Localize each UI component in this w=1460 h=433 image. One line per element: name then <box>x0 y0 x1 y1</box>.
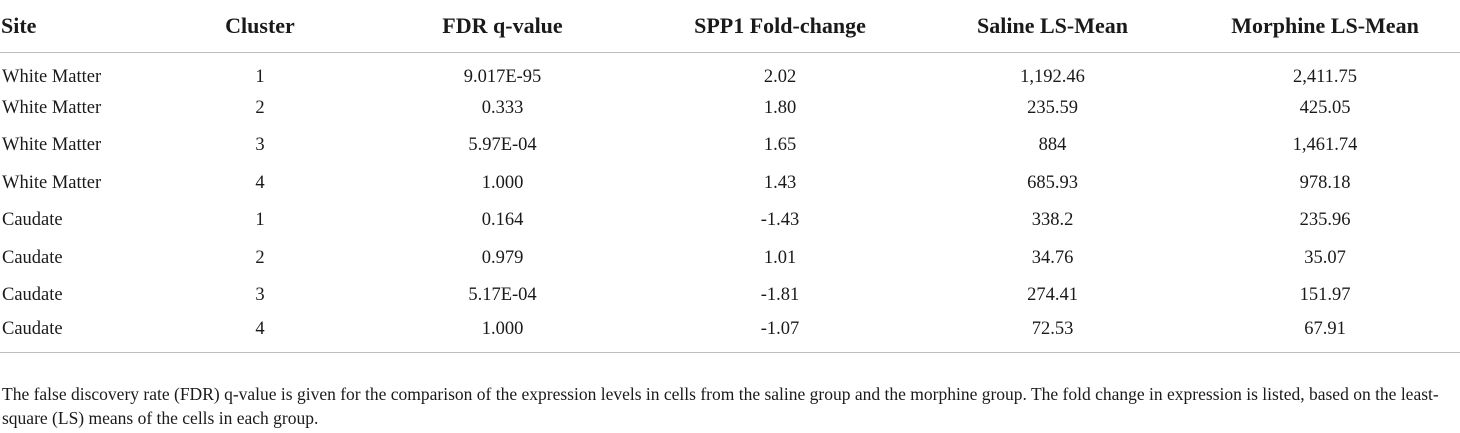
header-morphine-ls-mean: Morphine LS-Mean <box>1190 0 1460 53</box>
table-row: White Matter 4 1.000 1.43 685.93 978.18 <box>0 165 1460 203</box>
cell-saline-mean: 34.76 <box>1031 247 1074 268</box>
table-header-row: Site Cluster FDR q-value SPP1 Fold-chang… <box>0 0 1460 53</box>
header-fdr-q-value: FDR q-value <box>360 0 645 53</box>
cell-site: Caudate <box>2 285 63 306</box>
cell-morphine-mean: 978.18 <box>1299 172 1351 193</box>
cell-fold-change: -1.43 <box>760 210 800 231</box>
cell-morphine-mean: 67.91 <box>1190 314 1460 353</box>
cell-saline-mean: 1,192.46 <box>1020 66 1085 87</box>
cell-morphine-mean: 235.96 <box>1299 210 1351 231</box>
cell-saline-mean: 235.59 <box>1027 97 1078 118</box>
cell-cluster: 1 <box>255 210 265 231</box>
cell-saline-mean: 338.2 <box>1031 210 1074 231</box>
header-spp1-fold-change: SPP1 Fold-change <box>645 0 915 53</box>
cell-cluster: 2 <box>255 247 265 268</box>
cell-site: White Matter <box>2 97 102 118</box>
cell-fdr-q-value: 9.017E-95 <box>463 66 542 87</box>
cell-fold-change: 1.80 <box>763 97 797 118</box>
table-row: Caudate 4 1.000 -1.07 72.53 67.91 <box>0 314 1460 353</box>
table-row: White Matter 1 9.017E-95 2.02 1,192.46 2… <box>0 52 1460 90</box>
cell-morphine-mean: 2,411.75 <box>1292 66 1358 87</box>
cell-site: Caudate <box>0 314 160 353</box>
cell-cluster: 1 <box>255 66 265 87</box>
cell-fold-change: -1.81 <box>760 285 800 306</box>
cell-fold-change: 2.02 <box>763 66 797 87</box>
cell-fdr-q-value: 5.97E-04 <box>468 135 537 156</box>
cell-site: White Matter <box>2 172 102 193</box>
table-row: Caudate 3 5.17E-04 -1.81 274.41 151.97 <box>0 277 1460 315</box>
header-cluster: Cluster <box>160 0 360 53</box>
cell-site: Caudate <box>2 247 63 268</box>
data-table: Site Cluster FDR q-value SPP1 Fold-chang… <box>0 0 1460 353</box>
cell-morphine-mean: 425.05 <box>1299 97 1351 118</box>
cell-saline-mean: 884 <box>1038 135 1067 156</box>
cell-fdr-q-value: 1.000 <box>481 172 524 193</box>
header-site: Site <box>0 0 160 53</box>
cell-cluster: 2 <box>255 97 265 118</box>
cell-saline-mean: 274.41 <box>1027 285 1078 306</box>
cell-cluster: 4 <box>160 314 360 353</box>
table-footnote: The false discovery rate (FDR) q-value i… <box>2 384 1439 428</box>
cell-saline-mean: 685.93 <box>1027 172 1078 193</box>
table-row: White Matter 3 5.97E-04 1.65 884 1,461.7… <box>0 127 1460 165</box>
cell-fold-change: 1.65 <box>763 135 797 156</box>
cell-site: Caudate <box>2 210 63 231</box>
cell-morphine-mean: 1,461.74 <box>1292 135 1358 156</box>
cell-cluster: 4 <box>255 172 265 193</box>
cell-fdr-q-value: 1.000 <box>360 314 645 353</box>
cell-morphine-mean: 35.07 <box>1304 247 1346 268</box>
cell-fdr-q-value: 5.17E-04 <box>468 285 537 306</box>
cell-saline-mean: 72.53 <box>915 314 1190 353</box>
table-row: Caudate 2 0.979 1.01 34.76 35.07 <box>0 240 1460 278</box>
cell-cluster: 3 <box>255 135 265 156</box>
cell-fdr-q-value: 0.164 <box>481 210 524 231</box>
cell-fold-change: 1.43 <box>763 172 797 193</box>
cell-fdr-q-value: 0.979 <box>481 247 524 268</box>
cell-site: White Matter <box>2 135 102 156</box>
header-saline-ls-mean: Saline LS-Mean <box>915 0 1190 53</box>
cell-fold-change: -1.07 <box>645 314 915 353</box>
table-row: Caudate 1 0.164 -1.43 338.2 235.96 <box>0 202 1460 240</box>
cell-morphine-mean: 151.97 <box>1299 285 1351 306</box>
cell-site: White Matter <box>2 66 102 87</box>
cell-cluster: 3 <box>255 285 265 306</box>
table-row: White Matter 2 0.333 1.80 235.59 425.05 <box>0 90 1460 128</box>
data-table-container: Site Cluster FDR q-value SPP1 Fold-chang… <box>0 0 1460 353</box>
cell-fdr-q-value: 0.333 <box>481 97 524 118</box>
cell-fold-change: 1.01 <box>763 247 797 268</box>
table-body: White Matter 1 9.017E-95 2.02 1,192.46 2… <box>0 52 1460 353</box>
